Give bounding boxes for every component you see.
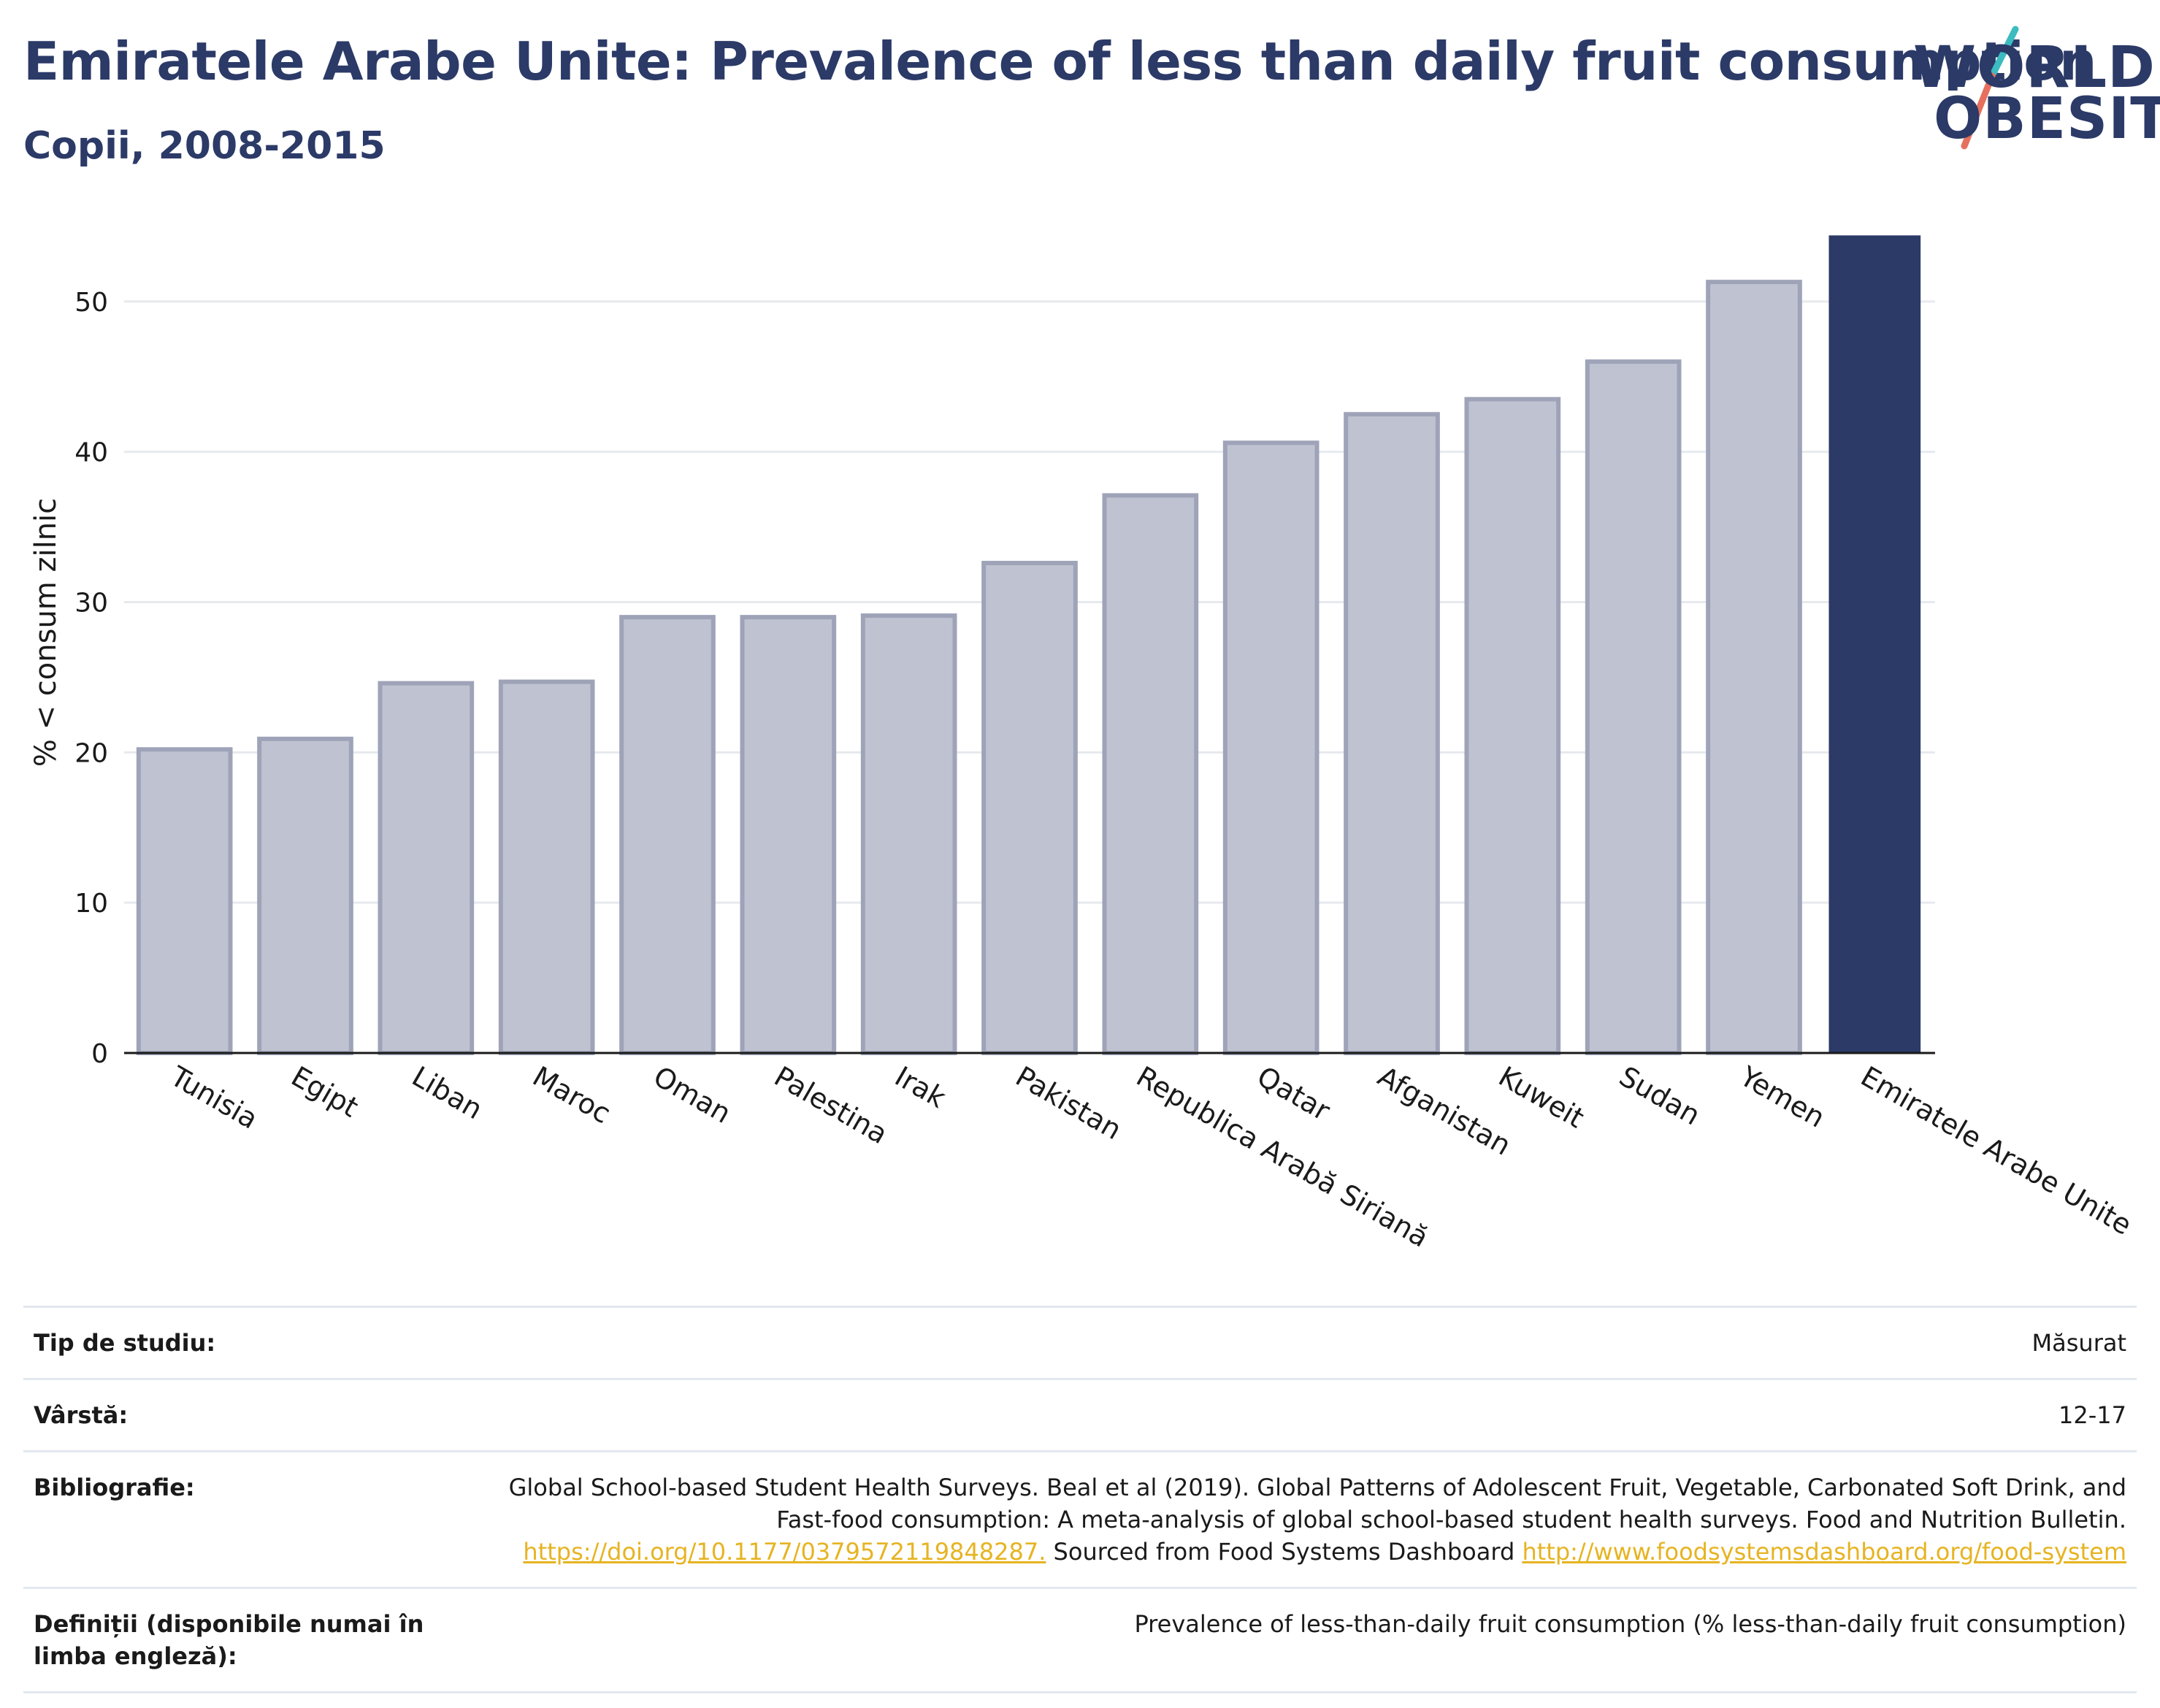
bibliography-value: Global School-based Student Health Surve… (501, 1471, 2126, 1568)
bar (498, 679, 595, 1055)
bar (1706, 280, 1802, 1056)
x-tick-label: Liban (407, 1060, 488, 1126)
bar (740, 615, 837, 1055)
y-tick-label: 0 (91, 1039, 108, 1069)
bar (378, 681, 475, 1055)
study-type-label: Tip de studiu: (34, 1329, 216, 1357)
metadata-table: Tip de studiu: Măsurat Vârstă: 12-17 Bib… (23, 1306, 2137, 1693)
y-tick-label: 50 (74, 288, 108, 318)
definitions-label: Definiții (disponibile numai în limba en… (34, 1610, 424, 1670)
food-systems-link[interactable]: http://www.foodsystemsdashboard.org/food… (1522, 1538, 2126, 1566)
study-type-value: Măsurat (2031, 1329, 2126, 1357)
bar (1344, 412, 1440, 1056)
bar (860, 613, 957, 1055)
bibliography-text: Global School-based Student Health Surve… (508, 1474, 2126, 1533)
logo-text-obesity: OBESITY (1934, 86, 2160, 152)
x-tick-label: Tunisia (164, 1060, 263, 1136)
logo-text-world: WORLD (1913, 35, 2156, 101)
bar (1585, 359, 1682, 1055)
bar (981, 561, 1078, 1055)
x-tick-label: Egipt (286, 1060, 364, 1124)
bar (619, 615, 716, 1055)
world-obesity-logo: WORLD OBESITY (1906, 22, 2160, 153)
meta-row-age: Vârstă: 12-17 (23, 1378, 2137, 1450)
x-tick-label: Sudan (1614, 1060, 1706, 1132)
y-tick-label: 30 (74, 589, 108, 619)
bar (1102, 493, 1199, 1055)
page-subtitle: Copii, 2008-2015 (23, 124, 386, 168)
definitions-value: Prevalence of less-than-daily fruit cons… (1134, 1610, 2126, 1638)
x-tick-label: Emiratele Arabe Unite (1855, 1060, 2137, 1241)
bar (1464, 397, 1561, 1055)
x-tick-label: Afganistan (1373, 1060, 1517, 1162)
y-tick-label: 20 (74, 738, 108, 768)
doi-link[interactable]: https://doi.org/10.1177/0379572119848287… (523, 1538, 1046, 1566)
x-tick-label: Irak (889, 1060, 951, 1114)
bar (136, 747, 233, 1055)
x-tick-label: Palestina (769, 1060, 893, 1151)
age-label: Vârstă: (34, 1401, 129, 1429)
bibliography-label: Bibliografie: (34, 1474, 195, 1501)
meta-row-study-type: Tip de studiu: Măsurat (23, 1306, 2137, 1378)
bar-chart: 0 10 20 30 40 50 % < consum zilnic Tunisia Egipt… (29, 235, 2137, 1254)
x-tick-label: Maroc (527, 1060, 616, 1130)
y-tick-label: 10 (74, 889, 108, 919)
y-axis-label: % < consum zilnic (29, 498, 63, 767)
age-value: 12-17 (2058, 1401, 2126, 1429)
meta-row-definitions: Definiții (disponibile numai în limba en… (23, 1587, 2137, 1693)
page-title: Emiratele Arabe Unite: Prevalence of les… (23, 31, 2096, 92)
bar (257, 736, 353, 1056)
bar (1828, 235, 1921, 1053)
meta-row-bibliography: Bibliografie: Global School-based Studen… (23, 1450, 2137, 1587)
x-tick-label: Oman (648, 1060, 737, 1130)
y-tick-label: 40 (74, 438, 108, 468)
x-tick-label: Yemen (1734, 1060, 1831, 1134)
bibliography-source-text: Sourced from Food Systems Dashboard (1053, 1538, 1515, 1566)
x-tick-label: Qatar (1252, 1060, 1336, 1127)
x-tick-label: Pakistan (1011, 1060, 1127, 1146)
x-tick-label: Kuweit (1493, 1060, 1590, 1135)
logo-slash-icon (1961, 26, 2019, 150)
bar (1222, 440, 1320, 1055)
